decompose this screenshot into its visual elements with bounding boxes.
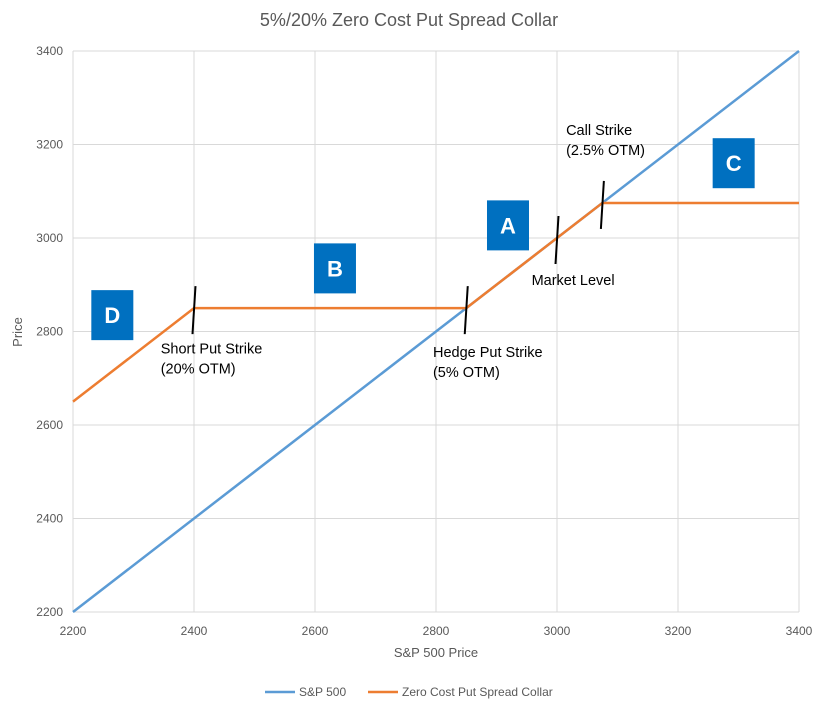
annotation-label: Market Level xyxy=(532,273,615,289)
x-tick-label: 2400 xyxy=(181,624,208,638)
legend-label: Zero Cost Put Spread Collar xyxy=(402,685,553,699)
grid-lines xyxy=(72,50,800,613)
y-tick-label: 2400 xyxy=(36,512,63,526)
region-badge-label: D xyxy=(104,303,120,328)
annotation-line: (20% OTM) xyxy=(161,361,236,377)
strike-markers xyxy=(191,180,605,335)
strike-tick-mark xyxy=(191,286,197,335)
x-tick-label: 3400 xyxy=(786,624,813,638)
y-tick-label: 3000 xyxy=(36,231,63,245)
annotations: Short Put Strike (20% OTM) Hedge Put Strik… xyxy=(161,123,645,381)
x-tick-label: 3200 xyxy=(665,624,692,638)
region-badge-label: A xyxy=(500,213,516,238)
sp500-line xyxy=(72,50,800,613)
annotation-label: Short Put Strike (20% OTM) xyxy=(161,341,263,377)
region-badge xyxy=(91,290,134,341)
x-tick-label: 3000 xyxy=(544,624,571,638)
region-badge-label: C xyxy=(726,151,742,176)
chart-title: 5%/20% Zero Cost Put Spread Collar xyxy=(260,10,558,30)
strike-tick-mark xyxy=(463,286,469,335)
legend-label: S&P 500 xyxy=(299,685,346,699)
x-tick-label: 2600 xyxy=(302,624,329,638)
annotation-label: Call Strike (2.5% OTM) xyxy=(566,123,645,159)
annotation-line: Call Strike xyxy=(566,123,632,139)
region-badges: D B A C xyxy=(91,138,755,341)
y-tick-label: 3200 xyxy=(36,138,63,152)
y-tick-labels: 2200 2400 2600 2800 3000 3200 3400 xyxy=(36,44,63,619)
annotation-line: Short Put Strike xyxy=(161,341,263,357)
annotation-label: Hedge Put Strike (5% OTM) xyxy=(433,345,543,381)
annotation-line: Hedge Put Strike xyxy=(433,345,543,361)
annotation-line: (5% OTM) xyxy=(433,365,500,381)
annotation-line: (2.5% OTM) xyxy=(566,143,645,159)
region-badge xyxy=(712,138,755,189)
annotation-line: Market Level xyxy=(532,273,615,289)
y-tick-label: 2200 xyxy=(36,605,63,619)
strike-tick-mark xyxy=(554,215,560,265)
x-tick-labels: 2200 2400 2600 2800 3000 3200 3400 xyxy=(60,624,813,638)
legend: S&P 500 Zero Cost Put Spread Collar xyxy=(265,685,553,699)
region-badge xyxy=(486,200,529,251)
y-tick-label: 2800 xyxy=(36,325,63,339)
y-tick-label: 3400 xyxy=(36,44,63,58)
region-badge xyxy=(313,243,356,294)
region-badge-label: B xyxy=(327,256,343,281)
x-tick-label: 2800 xyxy=(423,624,450,638)
y-tick-label: 2600 xyxy=(36,418,63,432)
x-axis-label: S&P 500 Price xyxy=(394,645,478,660)
y-axis-label: Price xyxy=(10,317,25,347)
strike-tick-mark xyxy=(599,180,605,229)
x-tick-label: 2200 xyxy=(60,624,87,638)
